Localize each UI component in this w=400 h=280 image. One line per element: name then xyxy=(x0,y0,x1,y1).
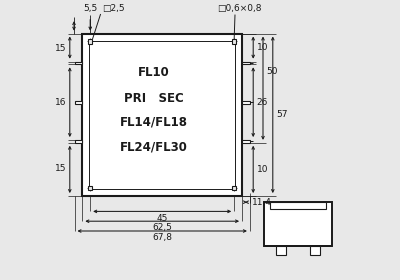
Text: FL10: FL10 xyxy=(138,66,170,79)
Bar xyxy=(264,202,332,246)
Bar xyxy=(82,34,242,196)
Bar xyxy=(242,140,250,143)
Text: 11,4: 11,4 xyxy=(252,198,272,207)
Bar xyxy=(88,186,92,190)
Bar xyxy=(242,101,250,104)
Bar xyxy=(232,39,236,44)
Text: 5,5: 5,5 xyxy=(83,4,97,13)
Text: 16: 16 xyxy=(55,98,66,107)
Text: 15: 15 xyxy=(55,44,66,53)
Bar xyxy=(310,246,320,255)
Bar xyxy=(88,39,92,44)
Bar xyxy=(74,101,82,104)
Text: 50: 50 xyxy=(266,67,278,76)
Bar xyxy=(232,186,236,190)
Text: 57: 57 xyxy=(276,110,288,119)
Text: FL14/FL18: FL14/FL18 xyxy=(120,115,188,128)
Bar xyxy=(74,62,82,64)
Text: 26: 26 xyxy=(257,98,268,107)
Text: □0,6×0,8: □0,6×0,8 xyxy=(217,4,262,13)
Bar xyxy=(270,202,326,209)
Text: 10: 10 xyxy=(257,165,268,174)
Text: FL24/FL30: FL24/FL30 xyxy=(120,141,188,153)
Text: □2,5: □2,5 xyxy=(102,4,125,13)
Bar xyxy=(90,41,235,189)
Text: 45: 45 xyxy=(156,214,168,223)
Text: 67,8: 67,8 xyxy=(152,233,172,242)
Bar xyxy=(276,246,286,255)
Text: 62,5: 62,5 xyxy=(152,223,172,232)
Bar xyxy=(74,140,82,143)
Text: PRI   SEC: PRI SEC xyxy=(124,92,184,104)
Text: 10: 10 xyxy=(257,43,268,52)
Bar xyxy=(242,62,250,64)
Text: 15: 15 xyxy=(55,164,66,173)
